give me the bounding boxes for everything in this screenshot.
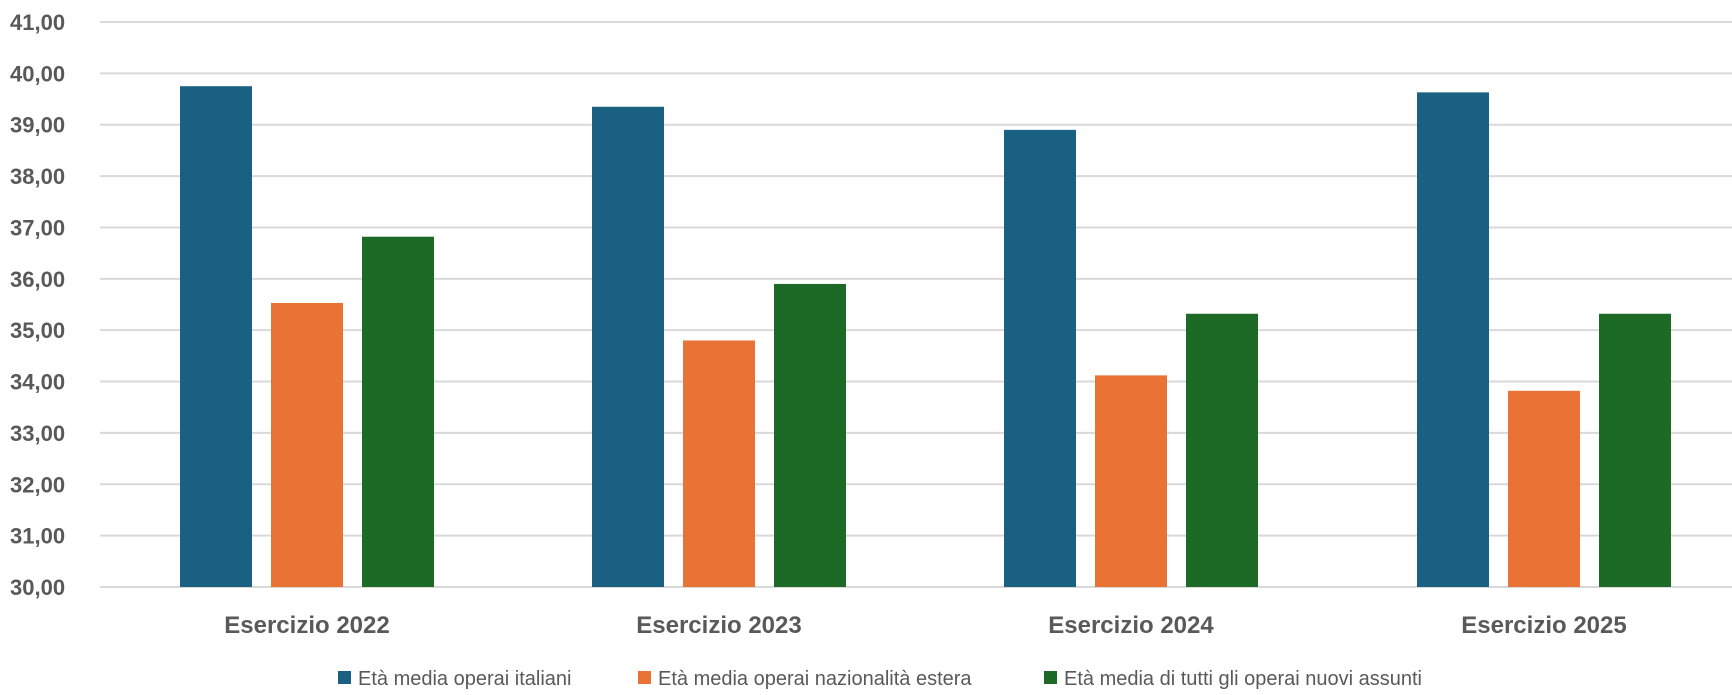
bar-series-3-esercizio-2023 bbox=[774, 283, 846, 587]
bar-series-3-esercizio-2022 bbox=[362, 236, 434, 587]
x-category-label: Esercizio 2025 bbox=[1461, 612, 1626, 639]
bar-series-1-esercizio-2024 bbox=[1004, 129, 1076, 587]
legend: Età media operai italiani Età media opera… bbox=[338, 668, 1422, 690]
y-tick-label: 32,00 bbox=[10, 472, 65, 497]
x-category-label: Esercizio 2022 bbox=[224, 612, 389, 639]
legend-label: Età media di tutti gli operai nuovi assu… bbox=[1064, 668, 1422, 690]
bar-series-1-esercizio-2025 bbox=[1417, 92, 1489, 588]
bar-series-2-esercizio-2025 bbox=[1508, 390, 1580, 587]
y-tick-label: 36,00 bbox=[10, 267, 65, 292]
x-category-label: Esercizio 2024 bbox=[1048, 612, 1214, 639]
legend-swatch bbox=[338, 671, 351, 684]
y-tick-label: 35,00 bbox=[10, 318, 65, 343]
y-tick-label: 33,00 bbox=[10, 421, 65, 446]
bar-series-1-esercizio-2023 bbox=[592, 106, 664, 587]
legend-item: Età media operai italiani bbox=[338, 668, 571, 690]
y-tick-label: 40,00 bbox=[10, 61, 65, 86]
legend-swatch bbox=[638, 671, 651, 684]
y-tick-label: 37,00 bbox=[10, 215, 65, 240]
y-tick-label: 38,00 bbox=[10, 164, 65, 189]
bar-series-3-esercizio-2025 bbox=[1599, 313, 1671, 587]
y-axis-tick-labels: 30,00 31,00 32,00 33,00 34,00 35,00 36,00 37,00… bbox=[10, 10, 65, 600]
bars bbox=[180, 86, 1671, 588]
y-tick-label: 34,00 bbox=[10, 370, 65, 395]
x-category-label: Esercizio 2023 bbox=[636, 612, 801, 639]
bar-series-1-esercizio-2022 bbox=[180, 86, 252, 588]
y-tick-label: 41,00 bbox=[10, 10, 65, 35]
bar-series-2-esercizio-2022 bbox=[271, 302, 343, 587]
bar-series-3-esercizio-2024 bbox=[1186, 313, 1258, 587]
bar-series-2-esercizio-2024 bbox=[1095, 375, 1167, 587]
legend-swatch bbox=[1044, 671, 1057, 684]
y-tick-label: 39,00 bbox=[10, 113, 65, 138]
legend-item: Età media di tutti gli operai nuovi assu… bbox=[1044, 668, 1422, 690]
legend-label: Età media operai nazionalità estera bbox=[658, 668, 972, 690]
y-tick-label: 30,00 bbox=[10, 575, 65, 600]
legend-label: Età media operai italiani bbox=[358, 668, 571, 690]
x-axis-category-labels: Esercizio 2022 Esercizio 2023 Esercizio 20… bbox=[224, 612, 1626, 639]
y-tick-label: 31,00 bbox=[10, 524, 65, 549]
bar-series-2-esercizio-2023 bbox=[683, 340, 755, 587]
legend-item: Età media operai nazionalità estera bbox=[638, 668, 972, 690]
